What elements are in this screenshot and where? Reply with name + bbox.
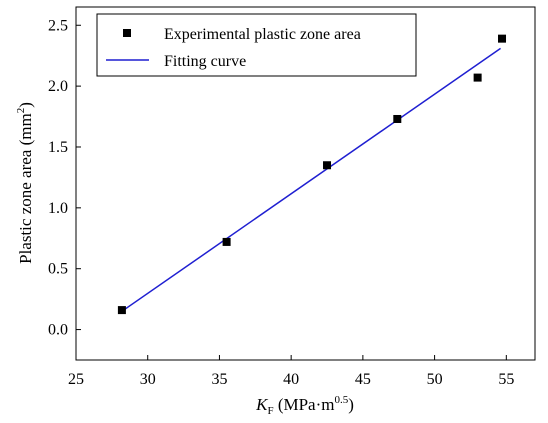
data-points-layer <box>117 34 507 315</box>
legend-label-fitting: Fitting curve <box>164 53 246 70</box>
legend-box <box>96 13 417 77</box>
x-axis-title: KF (MPa·m0.5) <box>255 394 354 417</box>
experimental-point <box>473 73 482 82</box>
x-tick-label: 45 <box>355 371 371 388</box>
y-tick-label: 0.0 <box>48 322 68 339</box>
x-tick-label: 25 <box>68 371 84 388</box>
y-axis-title: Plastic zone area (mm2) <box>15 102 35 264</box>
tick-labels: 25 30 35 40 45 50 55 0.0 0.5 1.0 1.5 2.0 2.5 <box>48 17 514 388</box>
legend-label-experimental: Experimental plastic zone area <box>164 26 361 43</box>
experimental-point <box>323 161 332 170</box>
y-tick-label: 1.5 <box>48 139 68 156</box>
y-tick-label: 1.0 <box>48 200 68 217</box>
x-tick-label: 35 <box>211 371 227 388</box>
fitting-curve-line <box>121 47 502 312</box>
experimental-point <box>393 114 402 123</box>
y-tick-label: 0.5 <box>48 261 68 278</box>
experimental-point <box>117 306 126 315</box>
legend: Experimental plastic zone area Fitting c… <box>96 13 417 77</box>
y-tick-label: 2.0 <box>48 78 68 95</box>
y-tick-label: 2.5 <box>48 17 68 34</box>
legend-marker-square <box>123 29 131 37</box>
experimental-point <box>498 34 507 43</box>
x-tick-label: 55 <box>498 371 514 388</box>
tick-marks <box>75 24 507 360</box>
fitting-curve-layer <box>121 47 502 312</box>
plot-frame <box>75 6 536 361</box>
x-tick-label: 50 <box>427 371 443 388</box>
x-tick-label: 30 <box>140 371 156 388</box>
x-tick-label: 40 <box>283 371 299 388</box>
experimental-point <box>222 237 231 246</box>
